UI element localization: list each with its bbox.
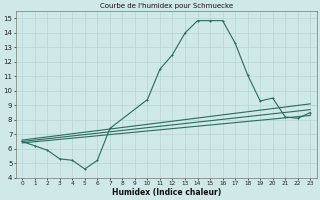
Title: Courbe de l'humidex pour Schmuecke: Courbe de l'humidex pour Schmuecke xyxy=(100,3,233,9)
X-axis label: Humidex (Indice chaleur): Humidex (Indice chaleur) xyxy=(112,188,221,197)
